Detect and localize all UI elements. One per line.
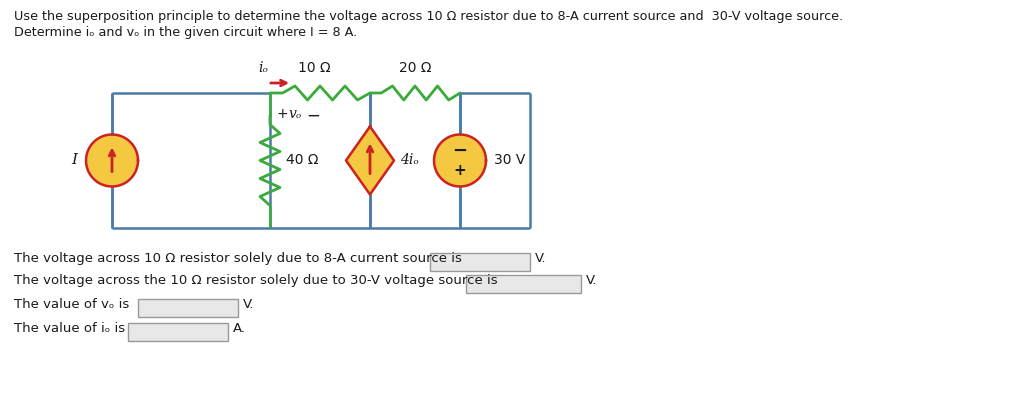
Text: iₒ: iₒ [258,61,268,75]
Text: The value of iₒ is: The value of iₒ is [14,322,125,335]
Text: The value of vₒ is: The value of vₒ is [14,298,129,311]
Text: −: − [453,141,468,160]
Text: −: − [306,107,319,125]
FancyBboxPatch shape [466,275,581,293]
Text: V.: V. [535,252,547,265]
Text: 40 Ω: 40 Ω [286,154,318,167]
Text: V.: V. [586,274,597,287]
Text: +: + [454,163,466,178]
FancyBboxPatch shape [430,253,530,271]
Circle shape [86,135,138,186]
Text: The voltage across 10 Ω resistor solely due to 8-A current source is: The voltage across 10 Ω resistor solely … [14,252,462,265]
Text: 20 Ω: 20 Ω [398,61,431,75]
Text: The voltage across the 10 Ω resistor solely due to 30-V voltage source is: The voltage across the 10 Ω resistor sol… [14,274,498,287]
FancyBboxPatch shape [128,323,228,341]
Text: Determine iₒ and vₒ in the given circuit where I = 8 A.: Determine iₒ and vₒ in the given circuit… [14,26,357,39]
Text: A.: A. [233,322,246,335]
Text: I: I [71,154,77,167]
Text: Use the superposition principle to determine the voltage across 10 Ω resistor du: Use the superposition principle to deter… [14,10,843,23]
Circle shape [434,135,486,186]
Text: 10 Ω: 10 Ω [298,61,331,75]
Text: 30 V: 30 V [494,154,525,167]
Polygon shape [346,126,394,194]
Text: vₒ: vₒ [288,107,301,121]
Text: +: + [276,107,288,121]
Text: V.: V. [243,298,255,311]
Text: 4iₒ: 4iₒ [400,154,419,167]
FancyBboxPatch shape [138,299,238,317]
